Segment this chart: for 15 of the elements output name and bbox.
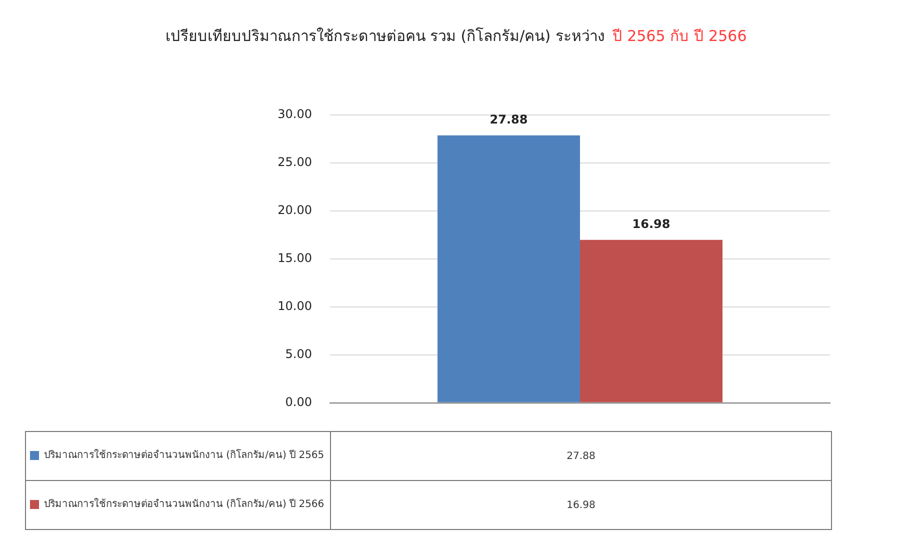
- legend-label: ปริมาณการใช้กระดาษต่อจำนวนพนักงาน (กิโลกรัม/คน) ปี 2566: [44, 499, 324, 510]
- text: 27.88: [330, 432, 832, 480]
- y-tick-label: 20.00: [278, 203, 312, 218]
- y-tick-label: 30.00: [278, 107, 312, 122]
- y-tick-label: 10.00: [278, 298, 312, 313]
- y-tick-label: 0.00: [285, 394, 312, 409]
- legend-label: ปริมาณการใช้กระดาษต่อจำนวนพนักงาน (กิโลกรัม/คน) ปี 2565: [44, 450, 324, 461]
- data-label: 27.88: [490, 112, 528, 126]
- chart-title: เปรียบเทียบปริมาณการใช้กระดาษต่อคน รวม (กิโลกรัม/คน) ระหว่าง: [165, 27, 604, 45]
- text: 16.98: [330, 480, 832, 530]
- y-tick-label: 5.00: [285, 346, 312, 361]
- data-label: 16.98: [632, 217, 670, 232]
- y-tick-label: 15.00: [278, 251, 312, 266]
- y-tick-label: 25.00: [278, 155, 312, 170]
- chart-subtitle: ปี 2565 กับ ปี 2566: [612, 27, 747, 45]
